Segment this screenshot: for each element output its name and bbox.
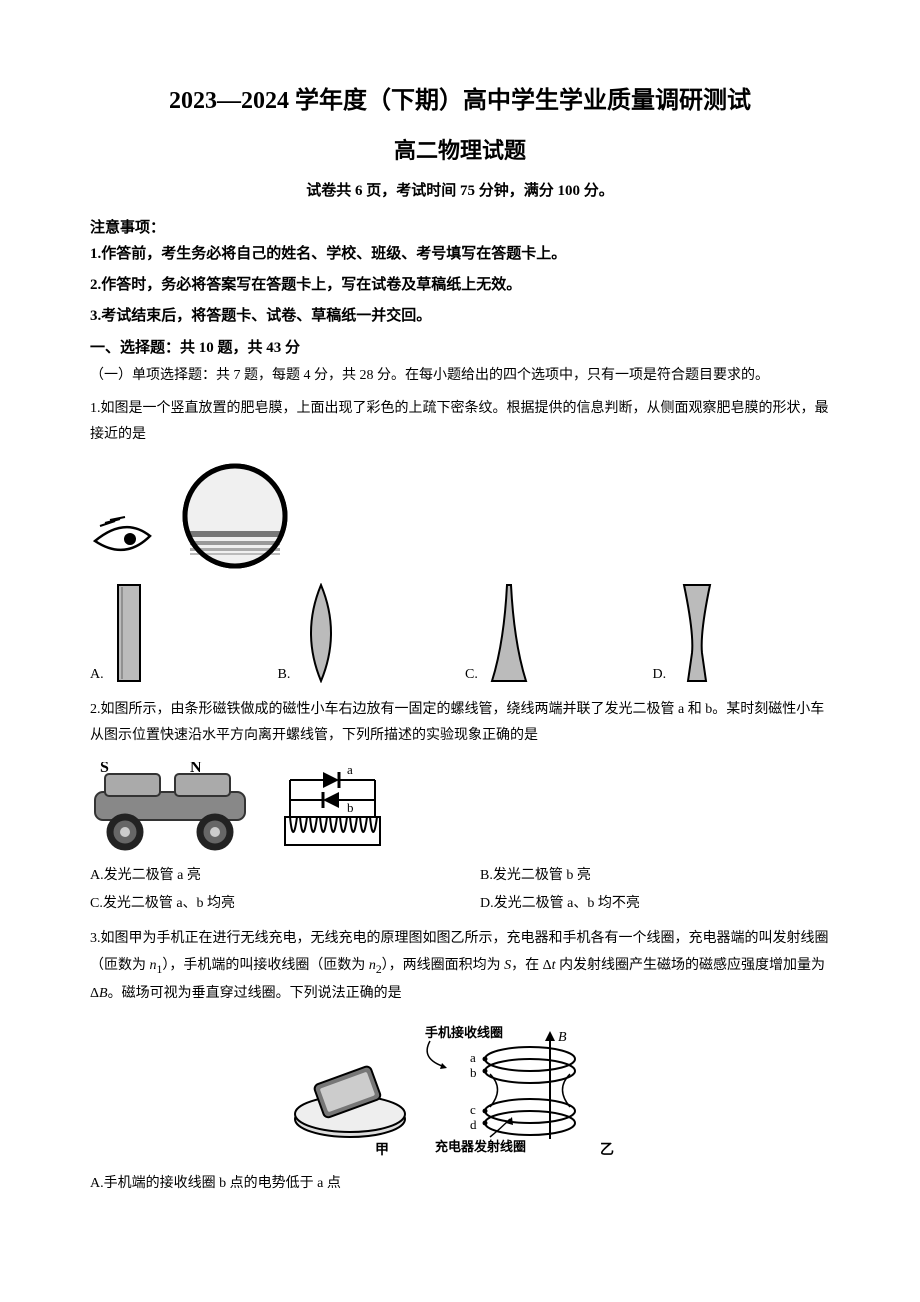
q2-text: 2.如图所示，由条形磁铁做成的磁性小车右边放有一固定的螺线管，绕线两端并联了发光… [90,697,830,750]
shape-hourglass-icon [672,583,722,683]
notice-item-2: 2.作答时，务必将答案写在答题卡上，写在试卷及草稿纸上无效。 [90,272,830,299]
notice-header: 注意事项： [90,216,830,237]
q1-option-a: A. [90,583,268,683]
svg-text:b: b [347,800,354,815]
q1-option-c: C. [465,583,643,683]
magnet-car-solenoid-icon: S N a b [90,762,390,852]
q2-option-d: D.发光二极管 a、b 均不亮 [480,892,830,912]
q1-label-b: B. [278,667,291,683]
title-main: 2023—2024 学年度（下期）高中学生学业质量调研测试 [90,80,830,115]
svg-text:a: a [347,762,353,777]
svg-text:d: d [470,1117,477,1132]
q1-label-d: D. [653,667,667,683]
shape-wedge-bottom-icon [484,583,534,683]
svg-text:S: S [100,762,109,776]
section-header: 一、选择题：共 10 题，共 43 分 [90,336,830,357]
q2-options: A.发光二极管 a 亮 B.发光二极管 b 亮 C.发光二极管 a、b 均亮 D… [90,864,830,912]
shape-rectangle-icon [110,583,148,683]
q1-label-a: A. [90,667,104,683]
shape-lens-icon [296,583,346,683]
wireless-charging-icon: 甲 手机接收线圈 充电器发射线圈 B a b c d [280,1019,640,1159]
q1-label-c: C. [465,667,478,683]
soap-film-icon [180,461,290,571]
svg-text:c: c [470,1102,476,1117]
q1-text: 1.如图是一个竖直放置的肥皂膜，上面出现了彩色的上疏下密条纹。根据提供的信息判断… [90,396,830,449]
subsection-text: （一）单项选择题：共 7 题，每题 4 分，共 28 分。在每小题给出的四个选项… [90,363,830,390]
q3-text: 3.如图甲为手机正在进行无线充电，无线充电的原理图如图乙所示，充电器和手机各有一… [90,926,830,1007]
q1-figure-intro [90,461,830,571]
q1-option-b: B. [278,583,456,683]
exam-info: 试卷共 6 页，考试时间 75 分钟，满分 100 分。 [90,179,830,200]
q2-option-a: A.发光二极管 a 亮 [90,864,440,884]
title-sub: 高二物理试题 [90,133,830,165]
svg-text:B: B [558,1030,567,1045]
q3-figure: 甲 手机接收线圈 充电器发射线圈 B a b c d [90,1019,830,1159]
svg-text:甲: 甲 [375,1142,389,1158]
q2-option-c: C.发光二极管 a、b 均亮 [90,892,440,912]
svg-text:乙: 乙 [600,1142,614,1158]
svg-text:充电器发射线圈: 充电器发射线圈 [435,1139,526,1154]
q2-option-b: B.发光二极管 b 亮 [480,864,830,884]
svg-text:N: N [190,762,202,776]
notice-item-1: 1.作答前，考生务必将自己的姓名、学校、班级、考号填写在答题卡上。 [90,241,830,268]
svg-text:a: a [470,1050,476,1065]
notice-item-3: 3.考试结束后，将答题卡、试卷、草稿纸一并交回。 [90,303,830,330]
svg-text:手机接收线圈: 手机接收线圈 [425,1025,503,1040]
svg-text:b: b [470,1065,477,1080]
eye-icon [90,511,160,571]
q1-option-d: D. [653,583,831,683]
q1-options: A. B. C. D. [90,583,830,683]
q3-option-a: A.手机端的接收线圈 b 点的电势低于 a 点 [90,1171,830,1198]
q2-figure: S N a b [90,762,830,852]
